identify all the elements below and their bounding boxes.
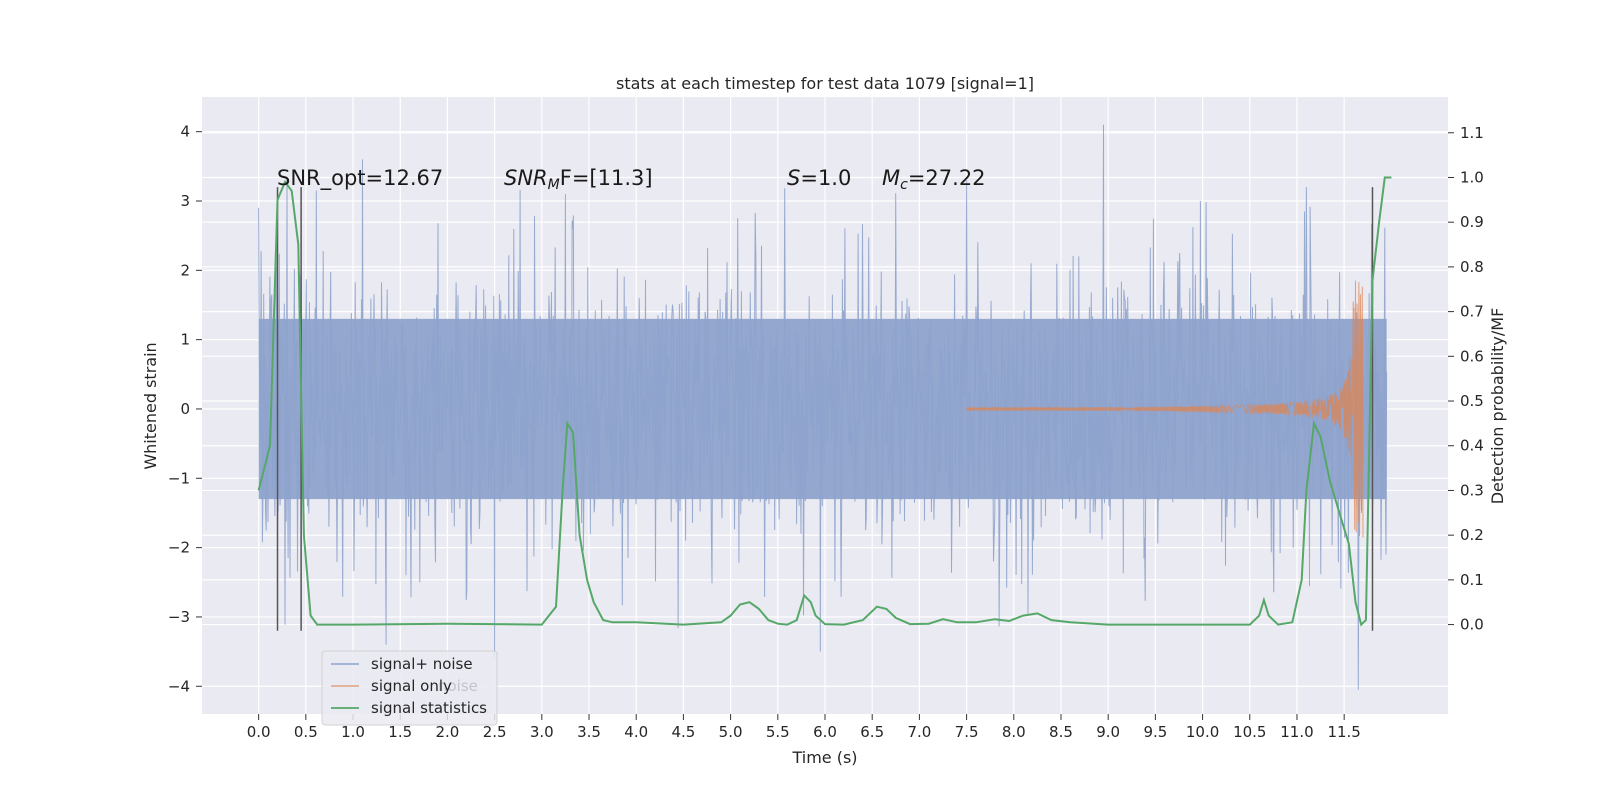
mc-subscript: c (900, 177, 908, 193)
x-tick-label: 0.0 (247, 723, 271, 741)
y-right-axis-ticks: 0.0 0.1 0.2 0.3 0.4 0.5 0.6 0.7 0.8 0.9 1.0 1.1 (1448, 124, 1484, 634)
y-axis-left-label: Whitened strain (141, 342, 160, 469)
mc-tail: =27.22 (908, 166, 986, 190)
y-right-tick-label: 1.0 (1460, 168, 1484, 186)
chart-title: stats at each timestep for test data 107… (616, 74, 1034, 93)
signal-chirp-line (966, 280, 1364, 538)
snr-mf-tail: F=[11.3] (560, 166, 653, 190)
y-right-tick-label: 0.1 (1460, 571, 1484, 589)
y-axis-right-label: Detection probability/MF (1488, 308, 1507, 505)
y-right-tick-label: 0.8 (1460, 258, 1484, 276)
x-tick-label: 8.0 (1002, 723, 1026, 741)
x-tick-label: 0.5 (294, 723, 318, 741)
mc-main: M (882, 166, 900, 190)
y-left-tick-label: 1 (180, 331, 190, 349)
annotation-snr-mf: SNRMF=[11.3] (504, 166, 653, 193)
y-right-tick-label: 0.5 (1460, 392, 1484, 410)
y-left-tick-label: 2 (180, 261, 190, 279)
y-left-tick-label: 0 (180, 400, 190, 418)
y-right-tick-label: 0.0 (1460, 616, 1484, 634)
noise-line (258, 124, 1388, 690)
y-right-tick-label: 0.9 (1460, 213, 1484, 231)
y-right-tick-label: 1.1 (1460, 124, 1484, 142)
snr-mf-subscript: M (548, 177, 560, 193)
annotation-snr-opt: SNR_opt=12.67 (277, 166, 443, 191)
y-right-tick-label: 0.2 (1460, 526, 1484, 544)
y-left-axis-ticks: −4 −3 −2 −1 0 1 2 3 4 (168, 123, 202, 695)
s-tail: =1.0 (800, 166, 851, 190)
legend-label-stat: signal statistics (371, 699, 487, 717)
x-tick-label: 5.0 (719, 723, 743, 741)
x-tick-label: 10.0 (1186, 723, 1219, 741)
x-tick-label: 1.0 (341, 723, 365, 741)
x-tick-label: 6.5 (860, 723, 884, 741)
x-tick-label: 6.0 (813, 723, 837, 741)
s-main: S (787, 166, 800, 190)
x-tick-label: 9.5 (1143, 723, 1167, 741)
x-tick-label: 2.0 (435, 723, 459, 741)
y-left-tick-label: −2 (168, 539, 190, 557)
y-left-tick-label: −1 (168, 469, 190, 487)
x-tick-label: 7.5 (955, 723, 979, 741)
legend-box (321, 650, 498, 726)
x-tick-label: 1.5 (388, 723, 412, 741)
x-tick-label: 5.5 (766, 723, 790, 741)
x-tick-label: 11.0 (1280, 723, 1313, 741)
x-tick-label: 11.5 (1327, 723, 1360, 741)
x-tick-label: 2.5 (483, 723, 507, 741)
signal-statistics-series (257, 176, 1392, 627)
legend-label-signal: signal only (371, 677, 452, 695)
y-right-tick-label: 0.7 (1460, 303, 1484, 321)
x-tick-label: 4.5 (671, 723, 695, 741)
x-tick-label: 3.5 (577, 723, 601, 741)
y-left-tick-label: −3 (168, 608, 190, 626)
legend: noise signal+ noise signal only signal s… (321, 650, 498, 726)
x-tick-label: 7.0 (907, 723, 931, 741)
signal-statistics-line (257, 176, 1392, 627)
legend-label-noise: signal+ noise (371, 655, 473, 673)
annotation-mc: Mc=27.22 (882, 166, 986, 193)
y-left-tick-label: 4 (180, 123, 190, 141)
y-right-tick-label: 0.3 (1460, 481, 1484, 499)
y-right-tick-label: 0.4 (1460, 437, 1484, 455)
x-tick-label: 8.5 (1049, 723, 1073, 741)
y-left-tick-label: −4 (168, 677, 190, 695)
y-right-tick-label: 0.6 (1460, 347, 1484, 365)
x-tick-label: 4.0 (624, 723, 648, 741)
x-tick-label: 9.0 (1096, 723, 1120, 741)
y-left-tick-label: 3 (180, 192, 190, 210)
annotation-s: S=1.0 (787, 166, 851, 190)
x-tick-label: 10.5 (1233, 723, 1266, 741)
x-axis-label: Time (s) (791, 748, 857, 767)
x-tick-label: 3.0 (530, 723, 554, 741)
x-axis-ticks: 0.0 0.5 1.0 1.5 2.0 2.5 3.0 3.5 4.0 4.5 5.0 5.5 6.0 6… (247, 714, 1361, 741)
signal-only-series (966, 280, 1364, 538)
snr-mf-main: SNR (504, 166, 548, 190)
legend-ghost-text: noise (438, 677, 478, 695)
